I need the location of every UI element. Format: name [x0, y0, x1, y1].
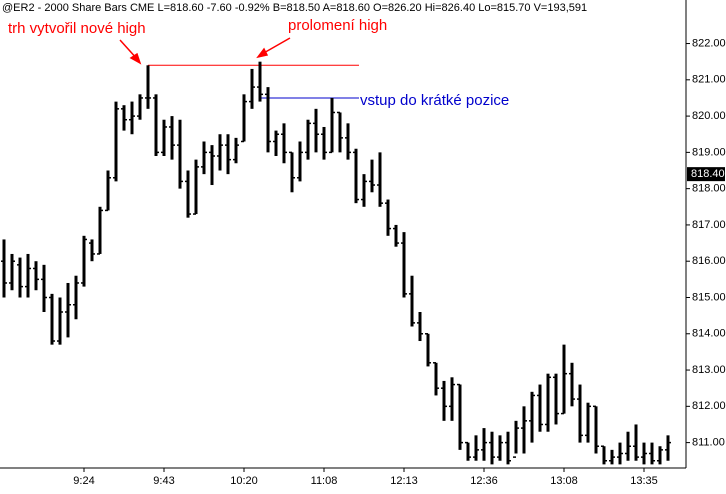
- annotation: vstup do krátké pozice: [360, 92, 509, 109]
- y-tick-label: 817.00: [692, 219, 726, 231]
- x-tick-label: 13:35: [630, 475, 658, 487]
- annotation: trh vytvořil nové high: [8, 20, 146, 37]
- arrows: [119, 37, 291, 65]
- x-tick-label: 12:36: [470, 475, 498, 487]
- y-tick-label: 818.00: [692, 183, 726, 195]
- x-tick-label: 9:43: [153, 475, 174, 487]
- last-price-label: 818.40: [691, 168, 725, 180]
- y-tick-label: 816.00: [692, 255, 726, 267]
- x-tick-label: 9:24: [73, 475, 94, 487]
- y-tick-label: 822.00: [692, 37, 726, 49]
- x-tick-label: 12:13: [390, 475, 418, 487]
- y-tick-label: 821.00: [692, 74, 726, 86]
- y-tick-label: 812.00: [692, 400, 726, 412]
- y-tick-label: 815.00: [692, 291, 726, 303]
- y-tick-label: 820.00: [692, 110, 726, 122]
- y-tick-label: 819.00: [692, 146, 726, 158]
- y-tick-label: 813.00: [692, 364, 726, 376]
- x-tick-label: 13:08: [550, 475, 578, 487]
- chart-header: @ER2 - 2000 Share Bars CME L=818.60 -7.6…: [2, 2, 587, 14]
- y-tick-label: 811.00: [692, 437, 725, 449]
- x-tick-label: 11:08: [311, 475, 338, 487]
- annotation: prolomení high: [288, 17, 387, 34]
- y-tick-label: 814.00: [692, 328, 726, 340]
- last-price-box: [687, 167, 725, 182]
- x-tick-label: 10:20: [230, 475, 258, 487]
